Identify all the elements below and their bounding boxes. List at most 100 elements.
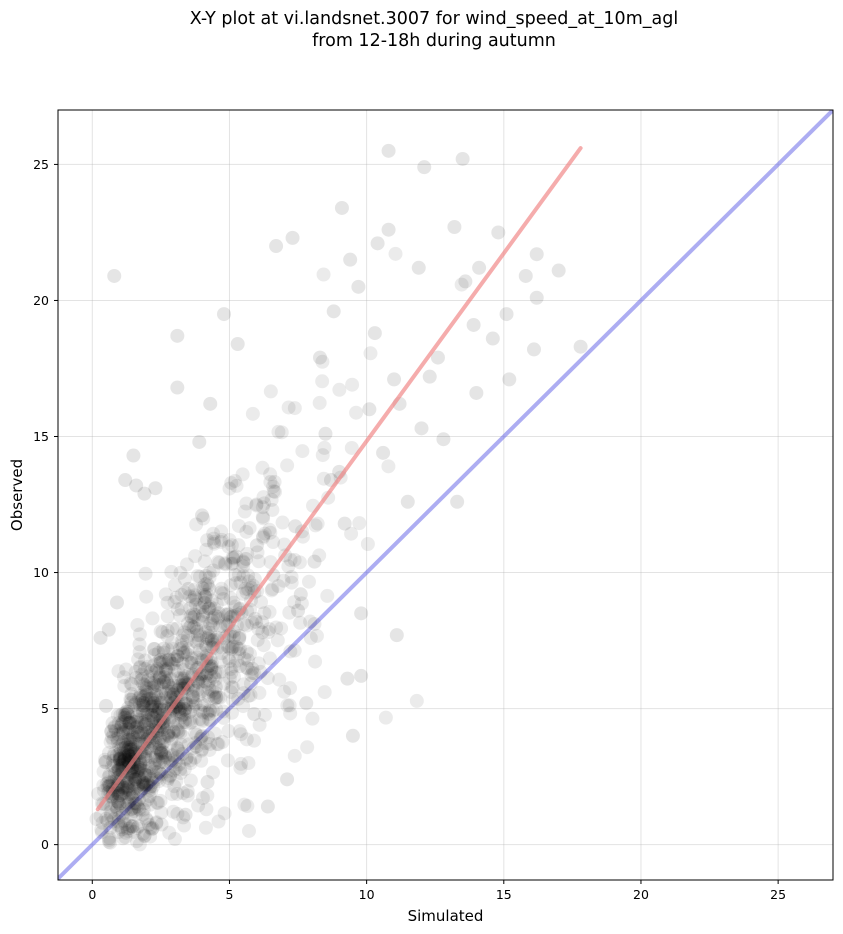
data-point <box>145 699 160 714</box>
data-point <box>165 748 180 763</box>
data-point <box>174 708 189 723</box>
data-point <box>144 708 159 723</box>
data-point <box>387 372 402 387</box>
data-point <box>166 656 181 671</box>
identity-line-group <box>58 110 833 880</box>
data-point <box>270 633 285 648</box>
point-cloud <box>89 246 469 852</box>
data-point <box>128 807 143 822</box>
data-point <box>129 714 144 729</box>
data-point <box>154 746 169 761</box>
data-point <box>174 671 189 686</box>
data-point <box>249 497 264 512</box>
data-point <box>447 219 462 234</box>
data-point <box>152 773 167 788</box>
data-point <box>139 777 154 792</box>
data-point <box>288 519 303 534</box>
data-point <box>111 789 126 804</box>
data-point <box>138 707 153 722</box>
data-point <box>123 752 138 767</box>
data-point <box>241 688 256 703</box>
data-point <box>145 707 160 722</box>
data-point <box>170 716 185 731</box>
data-point <box>196 705 211 720</box>
data-point <box>149 765 164 780</box>
data-point <box>139 685 154 700</box>
data-point <box>221 539 236 554</box>
data-point <box>255 500 270 515</box>
data-point <box>178 807 193 822</box>
data-point <box>140 705 155 720</box>
data-point <box>201 689 216 704</box>
x-tick-label: 25 <box>770 887 786 902</box>
data-point <box>274 621 289 636</box>
data-point <box>144 771 159 786</box>
data-point <box>144 784 159 799</box>
data-point <box>125 769 140 784</box>
data-point <box>163 755 178 770</box>
data-point <box>131 761 146 776</box>
data-point <box>315 374 330 389</box>
data-point <box>101 746 116 761</box>
data-point <box>128 696 143 711</box>
data-point <box>195 674 210 689</box>
data-point <box>170 649 185 664</box>
data-point <box>120 707 135 722</box>
data-point <box>232 724 247 739</box>
data-point <box>175 746 190 761</box>
data-point <box>102 832 117 847</box>
data-point <box>133 686 148 701</box>
data-point <box>225 556 240 571</box>
data-point <box>153 744 168 759</box>
data-point <box>120 779 135 794</box>
data-point <box>157 755 172 770</box>
data-point <box>199 587 214 602</box>
data-point <box>137 829 152 844</box>
data-point <box>157 748 172 763</box>
data-point <box>362 402 377 417</box>
data-point <box>123 692 138 707</box>
data-point <box>141 783 156 798</box>
data-point <box>156 641 171 656</box>
data-point <box>196 581 211 596</box>
data-point <box>197 595 212 610</box>
data-point <box>152 700 167 715</box>
data-point <box>220 753 235 768</box>
data-point <box>182 712 197 727</box>
data-point <box>176 628 191 643</box>
data-point <box>138 717 153 732</box>
data-point <box>201 621 216 636</box>
data-point <box>144 743 159 758</box>
data-point <box>160 676 175 691</box>
data-point <box>235 467 250 482</box>
data-point <box>222 640 237 655</box>
data-point <box>255 625 270 640</box>
data-point <box>138 767 153 782</box>
data-point <box>137 763 152 778</box>
data-point <box>241 568 256 583</box>
y-tick-label: 25 <box>33 157 49 172</box>
data-point <box>110 794 125 809</box>
data-point <box>116 670 131 685</box>
data-point <box>211 606 226 621</box>
chart-title-line-1: X-Y plot at vi.landsnet.3007 for wind_sp… <box>189 9 679 29</box>
data-point <box>308 654 323 669</box>
data-point <box>170 742 185 757</box>
data-point <box>111 818 126 833</box>
data-point <box>291 603 306 618</box>
data-point <box>173 725 188 740</box>
data-point <box>280 772 295 787</box>
data-point <box>122 716 137 731</box>
data-point <box>130 618 145 633</box>
data-point <box>282 698 297 713</box>
data-point <box>417 160 432 175</box>
data-point <box>118 473 133 488</box>
data-point <box>263 525 278 540</box>
data-point <box>472 260 487 275</box>
data-point <box>116 754 131 769</box>
data-point <box>167 779 182 794</box>
data-point <box>265 502 280 517</box>
data-point <box>117 678 132 693</box>
data-point <box>130 821 145 836</box>
data-point <box>184 715 199 730</box>
